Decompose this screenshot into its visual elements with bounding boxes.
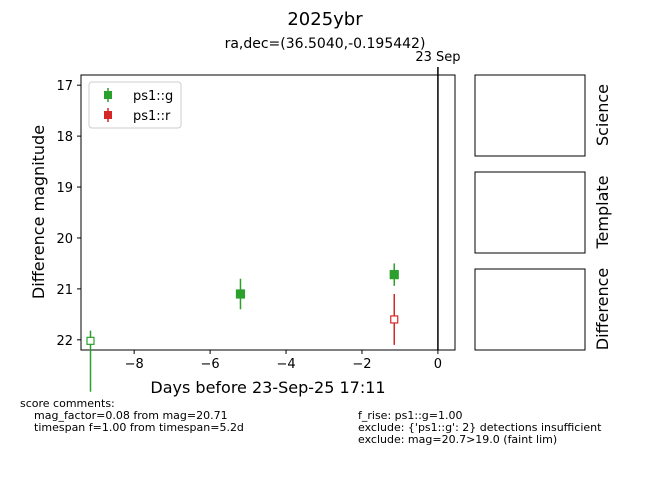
score-comment-line: exclude: mag=20.7>19.0 (faint lim) <box>358 433 558 446</box>
x-tick-label: −6 <box>201 357 220 372</box>
stamp-frame-difference <box>474 268 586 351</box>
data-point-0 <box>389 270 399 280</box>
x-tick-label: 0 <box>434 357 442 372</box>
legend-marker <box>104 91 112 99</box>
legend-label: ps1::g <box>133 89 173 104</box>
score-comment-line: exclude: {'ps1::g': 2} detections insuff… <box>358 421 602 434</box>
plot-area: −8 −6 −4 −2 0 17 18 19 20 21 22 23 Sep <box>56 50 461 392</box>
score-comments-right: f_rise: ps1::g=1.00 exclude: {'ps1::g': 2… <box>358 410 601 446</box>
reference-line: 23 Sep <box>415 50 461 350</box>
chart-title: 2025ybr <box>287 9 363 30</box>
stamp-frame-template <box>474 171 586 254</box>
chart-subtitle: ra,dec=(36.5040,-0.195442) <box>225 36 426 52</box>
x-tick-label: −4 <box>276 357 295 372</box>
y-tick-label: 20 <box>56 232 73 247</box>
data-marks <box>86 263 399 392</box>
x-tick-label: −2 <box>352 357 371 372</box>
stamp-frame-science <box>474 74 586 157</box>
image-stamps: Science Template Difference <box>474 74 612 351</box>
plot-frame <box>80 74 456 351</box>
legend-label: ps1::r <box>133 109 171 124</box>
y-tick-label: 19 <box>56 181 73 196</box>
y-tick-label: 21 <box>56 283 73 298</box>
x-tick-label: −8 <box>125 357 144 372</box>
stamp-label: Science <box>593 84 612 146</box>
legend-marker <box>104 111 112 119</box>
score-comments-header: score comments: <box>20 397 115 410</box>
data-point-0 <box>86 336 95 345</box>
x-axis-ticks: −8 −6 −4 −2 0 <box>125 350 442 372</box>
x-axis-label: Days before 23-Sep-25 17:11 <box>150 378 385 397</box>
score-comment-line: mag_factor=0.08 from mag=20.71 <box>34 409 228 422</box>
score-comment-line: f_rise: ps1::g=1.00 <box>358 409 463 422</box>
score-comments-left: mag_factor=0.08 from mag=20.71 timespan f… <box>34 410 244 434</box>
reference-vline-label: 23 Sep <box>415 50 460 65</box>
stamp-label: Template <box>593 175 612 249</box>
y-tick-label: 18 <box>56 130 73 145</box>
y-axis-label: Difference magnitude <box>29 125 48 299</box>
y-tick-label: 22 <box>56 334 73 349</box>
y-axis-ticks: 17 18 19 20 21 22 <box>56 79 81 349</box>
score-comment-line: timespan f=1.00 from timespan=5.2d <box>34 421 244 434</box>
data-point-1 <box>390 315 399 324</box>
data-point-0 <box>235 289 246 299</box>
y-tick-label: 17 <box>56 79 73 94</box>
stamp-label: Difference <box>593 268 612 350</box>
